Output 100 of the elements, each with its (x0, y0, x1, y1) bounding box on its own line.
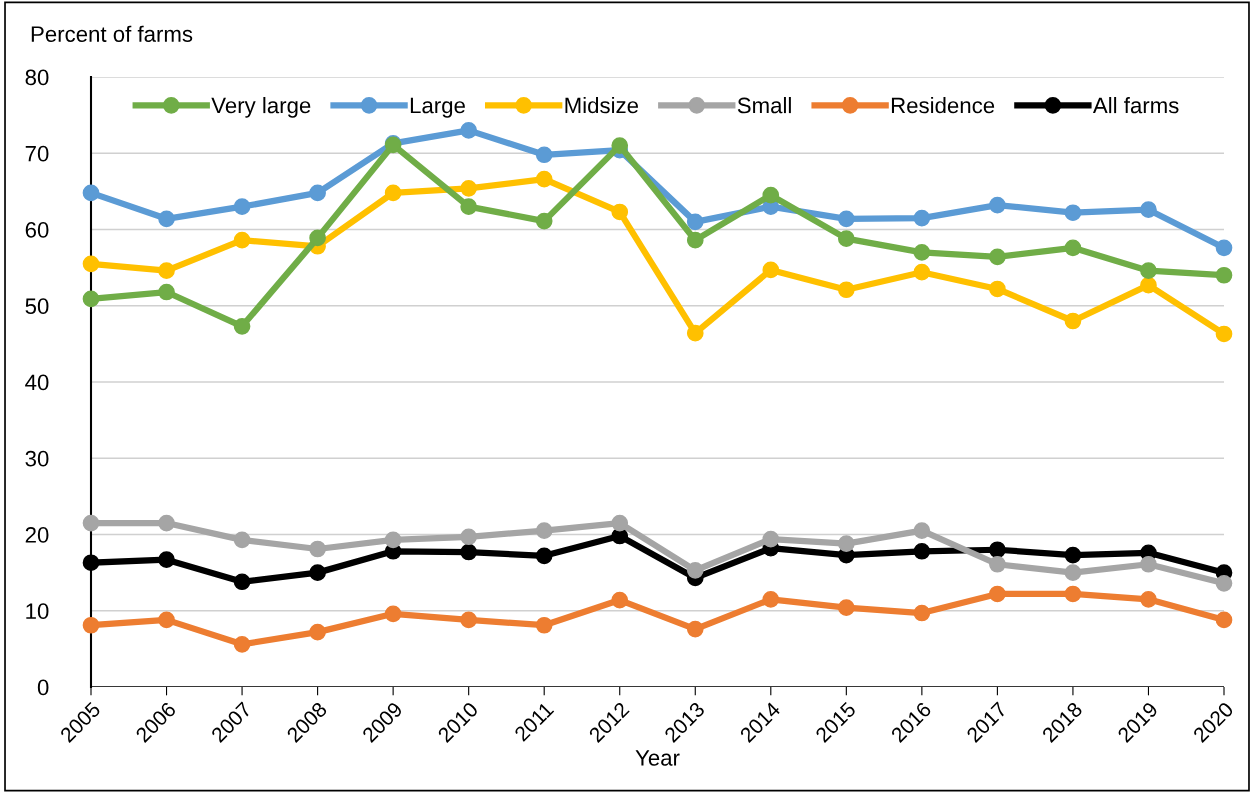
point (460, 198, 478, 215)
point (82, 514, 100, 532)
point (686, 213, 704, 231)
legend-label: Midsize (565, 97, 639, 114)
point (837, 210, 855, 228)
point (82, 255, 100, 273)
point (460, 543, 478, 561)
legend-label: All farms (1092, 97, 1179, 114)
point (1064, 239, 1082, 257)
point (989, 280, 1006, 298)
y-axis-title: Percent of farms (31, 25, 193, 42)
point (535, 146, 553, 164)
point (384, 531, 402, 549)
point (1140, 555, 1157, 573)
point (535, 616, 553, 634)
point (686, 562, 704, 579)
point (1064, 585, 1082, 603)
point (611, 591, 629, 609)
point (460, 122, 478, 139)
point (989, 555, 1006, 573)
point (233, 318, 251, 335)
y-tick-label: 70 (25, 145, 49, 162)
point (233, 198, 251, 215)
point (989, 541, 1006, 559)
point (384, 184, 402, 202)
point (309, 184, 326, 202)
point (837, 230, 855, 247)
legend-label: Small (737, 97, 791, 114)
point (233, 573, 251, 591)
legend-label: Residence (891, 97, 995, 114)
point (1140, 201, 1157, 219)
point (913, 604, 931, 622)
point (1215, 611, 1233, 629)
point (762, 530, 780, 548)
point (1215, 239, 1233, 257)
point (460, 528, 478, 546)
point (913, 244, 931, 261)
point (1064, 564, 1082, 581)
point (913, 263, 931, 281)
point (989, 196, 1006, 214)
point (309, 229, 326, 247)
point (460, 611, 478, 629)
legend-label: Large (410, 97, 465, 118)
y-tick-label: 80 (25, 69, 49, 86)
point (1215, 325, 1233, 343)
point (158, 551, 175, 568)
point (913, 542, 931, 560)
point (989, 248, 1006, 266)
point (535, 170, 553, 188)
point (158, 514, 175, 532)
point (535, 522, 553, 540)
point (158, 283, 175, 301)
point (913, 522, 931, 540)
x-axis-title: Year (635, 750, 680, 766)
y-tick-label: 10 (26, 603, 49, 620)
point (686, 620, 704, 638)
point (989, 585, 1006, 603)
point (1064, 204, 1082, 222)
point (1064, 546, 1082, 564)
legend-label: Very large (211, 97, 311, 118)
y-tick-label: 40 (25, 374, 49, 391)
point (1140, 262, 1157, 280)
point (460, 179, 478, 197)
point (233, 531, 251, 549)
point (762, 261, 780, 279)
point (1215, 266, 1233, 284)
point (762, 186, 780, 204)
point (611, 203, 629, 221)
point (1064, 312, 1082, 330)
point (82, 616, 100, 634)
point (837, 599, 855, 617)
point (837, 535, 855, 552)
y-tick-label: 50 (25, 298, 49, 315)
point (611, 514, 629, 532)
point (309, 540, 326, 558)
point (686, 324, 704, 342)
point (384, 605, 402, 623)
point (913, 209, 931, 227)
y-tick-label: 20 (25, 527, 49, 543)
point (82, 554, 100, 572)
point (1140, 590, 1157, 608)
y-tick-label: 0 (37, 679, 49, 696)
point (309, 623, 326, 641)
point (686, 231, 704, 249)
point (82, 290, 100, 308)
point (1140, 276, 1157, 294)
point (158, 210, 175, 228)
point (1215, 574, 1233, 592)
y-tick-label: 30 (25, 450, 49, 467)
point (535, 212, 553, 230)
point (233, 635, 251, 653)
point (762, 590, 780, 608)
y-tick-label: 60 (25, 222, 49, 238)
point (82, 184, 100, 202)
point (837, 281, 855, 299)
point (309, 564, 326, 581)
point (233, 231, 251, 249)
point (158, 262, 175, 280)
point (158, 611, 175, 629)
point (535, 547, 553, 565)
